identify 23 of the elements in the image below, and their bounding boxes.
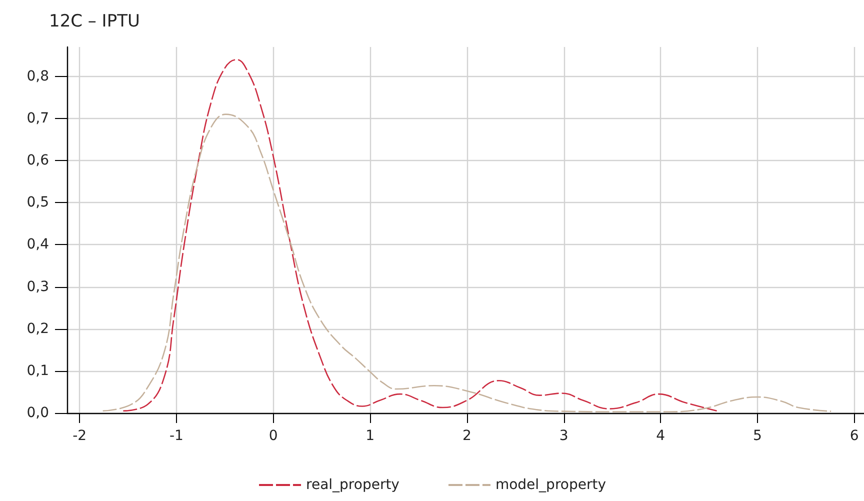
legend-label: model_property: [495, 477, 606, 493]
x-tick-label: 4: [656, 428, 666, 444]
y-tick-label: 0,0: [26, 405, 49, 421]
x-tick-label: 5: [753, 428, 762, 444]
x-tick-label: -2: [72, 428, 87, 444]
y-tick-label: 0,1: [26, 362, 49, 379]
y-tick-label: 0,4: [26, 236, 50, 253]
y-tick-label: 0,8: [26, 68, 49, 84]
y-tick-label: 0,3: [26, 278, 49, 295]
line-series: [102, 114, 832, 412]
x-tick-label: 6: [850, 428, 859, 444]
x-tick-label: 1: [366, 428, 375, 444]
y-tick-label: 0,5: [26, 194, 49, 211]
y-tick-label: 0,2: [26, 320, 49, 337]
x-tick-label: 0: [268, 428, 278, 444]
legend-label: real_property: [306, 477, 400, 493]
chart-title: 12C – IPTU: [49, 12, 140, 32]
x-tick-label: 2: [462, 428, 472, 444]
y-tick-label: 0,6: [26, 152, 50, 169]
x-tick-label: 3: [559, 428, 568, 444]
y-tick-label: 0,7: [26, 110, 49, 127]
line-series: [122, 58, 718, 412]
x-tick-label: -1: [169, 428, 184, 444]
